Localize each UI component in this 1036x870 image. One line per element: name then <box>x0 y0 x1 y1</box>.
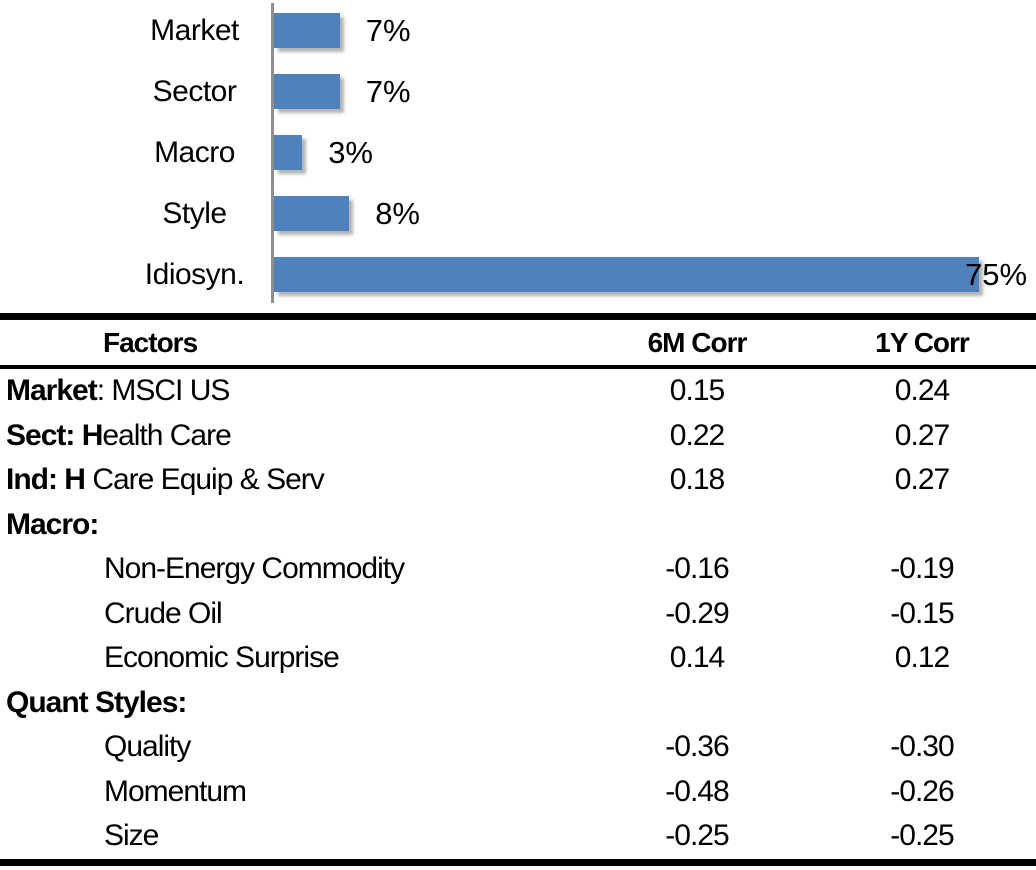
bar-value-label: 3% <box>328 134 373 170</box>
bar <box>274 74 340 109</box>
table-row: Momentum -0.48 -0.26 <box>0 770 1036 815</box>
bar <box>274 257 979 292</box>
factor-text: Momentum <box>104 774 247 808</box>
factor-cell: Sect: Health Care <box>0 419 550 453</box>
factor-cell: Non-Energy Commodity <box>0 552 550 586</box>
corr-6m-cell: 0.22 <box>669 418 725 452</box>
factor-correlation-table: Factors 6M Corr 1Y Corr Market: MSCI US 0… <box>0 313 1036 866</box>
category-label: Macro <box>154 135 235 169</box>
factor-cell: Economic Surprise <box>0 641 550 675</box>
category-label: Style <box>162 196 227 230</box>
chart-row: Idiosyn. 75% <box>0 244 1036 305</box>
bar-value-label: 7% <box>365 12 411 48</box>
chart-row: Macro 3% <box>0 122 1036 183</box>
factor-bold-prefix: Quant Styles: <box>6 685 187 719</box>
factor-bold-prefix: Ind: H <box>6 463 86 497</box>
corr-6m-cell: -0.36 <box>665 730 729 764</box>
table-row: Size -0.25 -0.25 <box>0 814 1036 859</box>
table-row: Sect: Health Care 0.22 0.27 <box>0 414 1036 459</box>
bar-value-label: 8% <box>375 195 420 231</box>
table-row: Quant Styles: <box>0 681 1036 726</box>
factor-text: Quality <box>104 730 191 764</box>
column-header-factors: Factors <box>103 326 198 358</box>
table-row: Ind: H Care Equip & Serv 0.18 0.27 <box>0 458 1036 503</box>
table-row: Market: MSCI US 0.15 0.24 <box>0 369 1036 414</box>
table-row: Crude Oil -0.29 -0.15 <box>0 592 1036 637</box>
factor-text: Size <box>104 819 159 853</box>
bar <box>274 135 303 170</box>
corr-6m-cell: 0.18 <box>669 463 725 497</box>
table-row: Macro: <box>0 503 1036 548</box>
factor-text: Non-Energy Commodity <box>104 552 405 586</box>
column-header-6m-corr: 6M Corr <box>647 326 748 358</box>
corr-6m-cell: 0.15 <box>669 374 725 408</box>
factor-cell: Quant Styles: <box>0 686 550 720</box>
factor-text: Economic Surprise <box>104 641 340 675</box>
corr-1y-cell: -0.15 <box>890 596 954 630</box>
bar-value-label: 7% <box>365 73 411 109</box>
chart-row: Sector 7% <box>0 61 1036 122</box>
corr-6m-cell: -0.16 <box>665 552 729 586</box>
corr-6m-cell: -0.29 <box>665 596 729 630</box>
corr-6m-cell: -0.25 <box>665 819 729 853</box>
table-row: Quality -0.36 -0.30 <box>0 725 1036 770</box>
factor-bold-prefix: Macro: <box>6 507 99 541</box>
chart-row: Style 8% <box>0 183 1036 244</box>
table-row: Non-Energy Commodity -0.16 -0.19 <box>0 547 1036 592</box>
corr-1y-cell: 0.27 <box>894 418 950 452</box>
factor-contribution-bar-chart: Market 7% Sector 7% Macro 3% Style 8% Idiosyn. 75… <box>0 0 1036 305</box>
table-header-row: Factors 6M Corr 1Y Corr <box>0 320 1036 369</box>
column-header-1y-corr: 1Y Corr <box>875 326 970 358</box>
category-label: Market <box>150 13 239 47</box>
category-label: Sector <box>152 74 237 108</box>
factor-cell: Size <box>0 819 550 853</box>
corr-1y-cell: -0.25 <box>890 819 954 853</box>
y-axis-line <box>271 3 274 303</box>
factor-cell: Market: MSCI US <box>0 374 550 408</box>
corr-1y-cell: -0.26 <box>890 774 954 808</box>
bar <box>274 196 350 231</box>
factor-cell: Quality <box>0 730 550 764</box>
factor-bold-prefix: Market <box>6 374 98 408</box>
corr-6m-cell: -0.48 <box>665 774 729 808</box>
factor-text: Care Equip & Serv <box>84 463 324 497</box>
category-label: Idiosyn. <box>144 257 245 291</box>
corr-6m-cell: 0.14 <box>669 641 725 675</box>
corr-1y-cell: 0.24 <box>894 374 950 408</box>
factor-cell: Macro: <box>0 508 550 542</box>
factor-text: : MSCI US <box>96 374 231 408</box>
corr-1y-cell: 0.12 <box>894 641 950 675</box>
bar-value-label: 75% <box>965 256 1028 292</box>
chart-row: Market 7% <box>0 0 1036 61</box>
table-row: Economic Surprise 0.14 0.12 <box>0 636 1036 681</box>
bar <box>274 13 340 48</box>
corr-1y-cell: -0.19 <box>890 552 954 586</box>
factor-text: Crude Oil <box>104 596 223 630</box>
factor-text: ealth Care <box>102 418 231 452</box>
factor-cell: Crude Oil <box>0 597 550 631</box>
factor-cell: Momentum <box>0 775 550 809</box>
corr-1y-cell: -0.30 <box>890 730 954 764</box>
table-body: Market: MSCI US 0.15 0.24 Sect: Health Care… <box>0 369 1036 859</box>
corr-1y-cell: 0.27 <box>894 463 950 497</box>
factor-cell: Ind: H Care Equip & Serv <box>0 463 550 497</box>
factor-bold-prefix: Sect: H <box>6 418 103 452</box>
